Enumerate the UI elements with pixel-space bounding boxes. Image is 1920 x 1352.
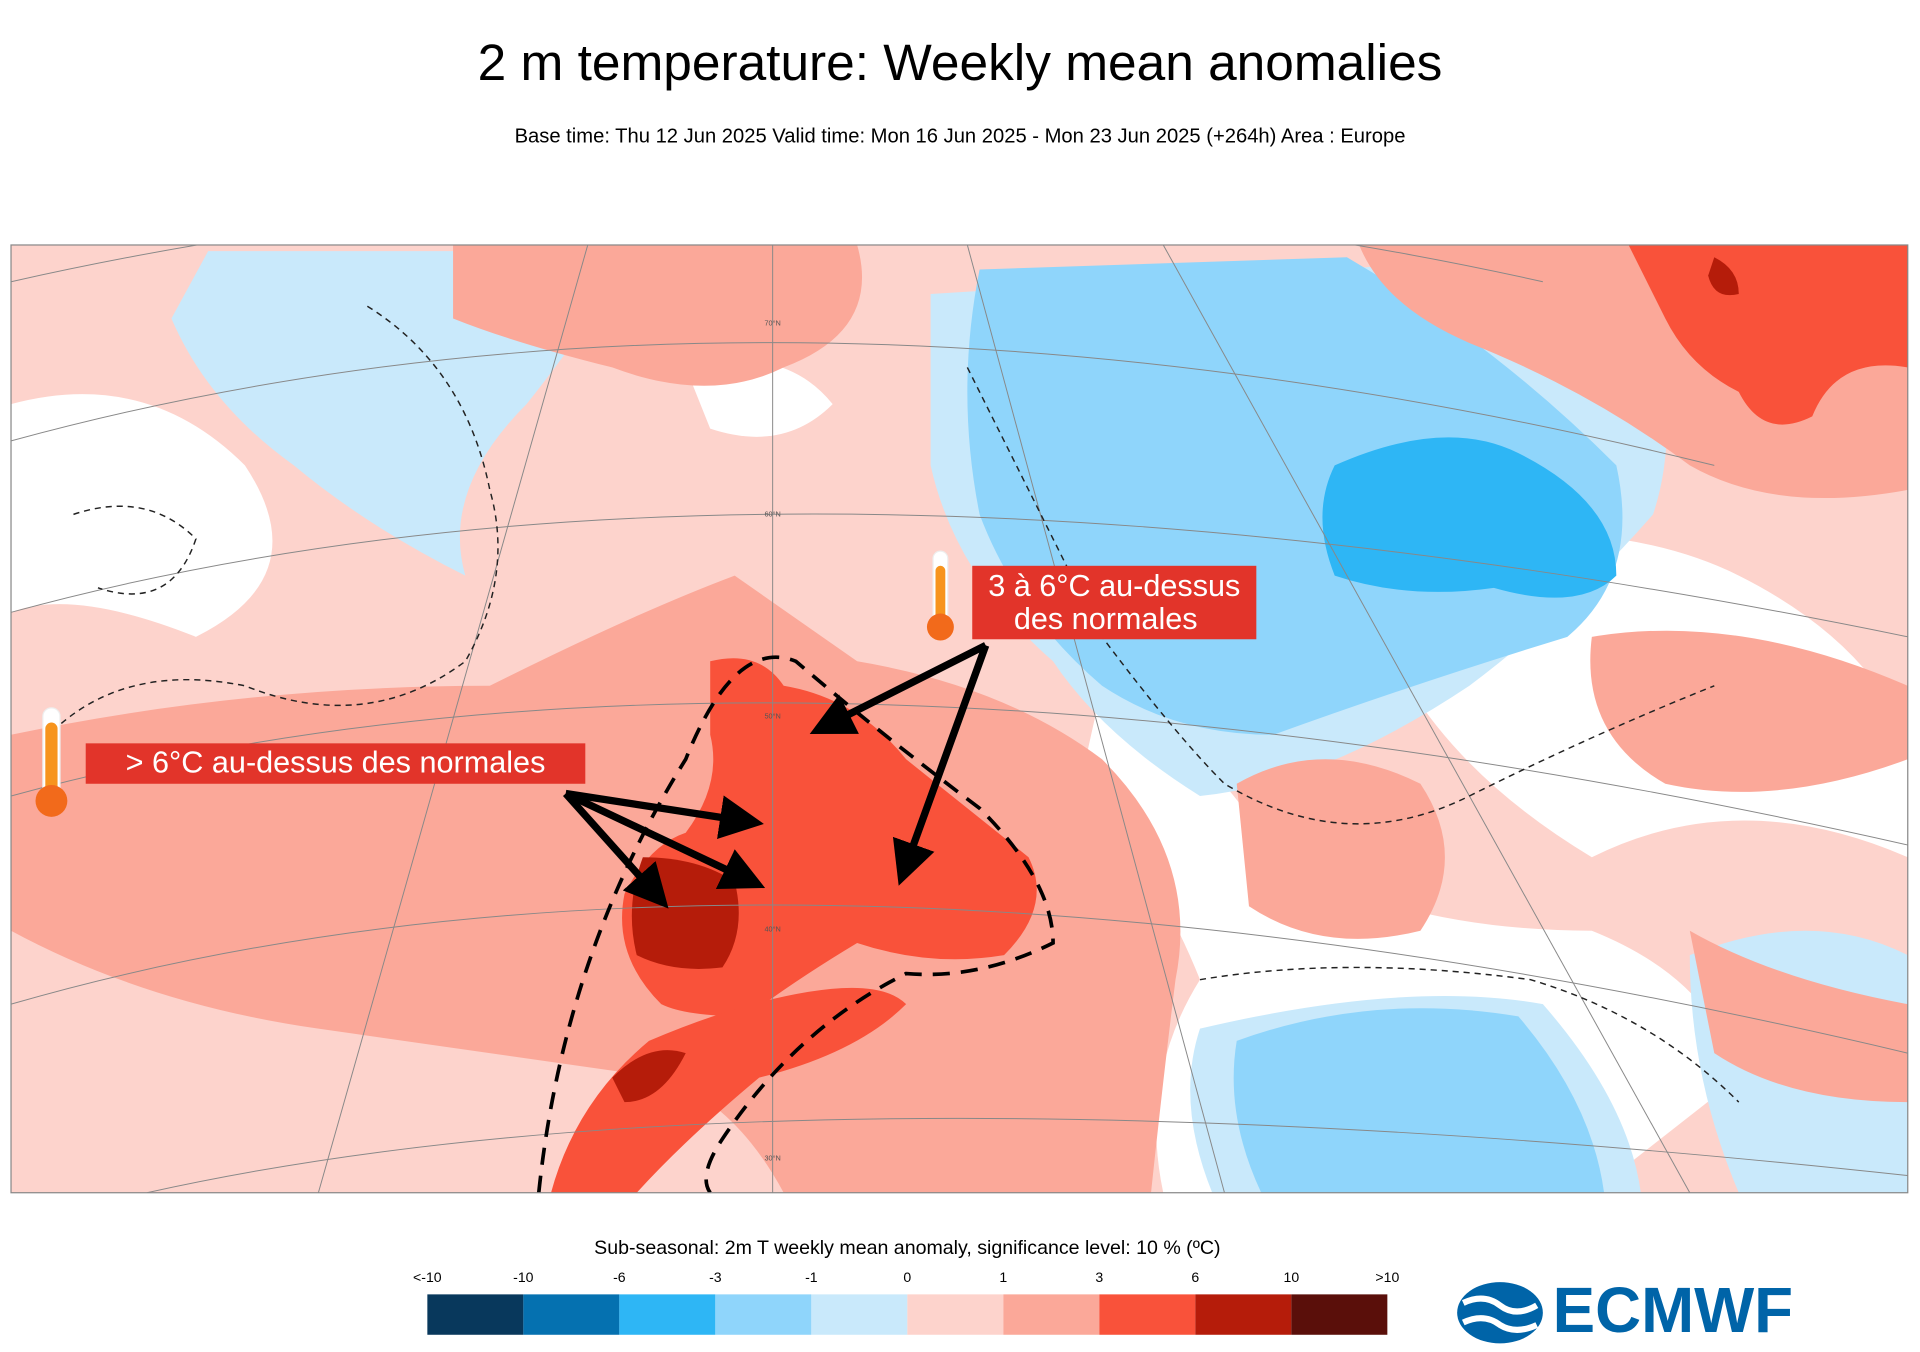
colorbar-swatch xyxy=(1099,1294,1196,1335)
lat-label: 30°N xyxy=(764,1153,780,1162)
colorbar-label: 1 xyxy=(999,1269,1007,1285)
annotation: > 6°C au-dessus des normales xyxy=(85,743,586,784)
map-frame xyxy=(10,244,1909,1194)
colorbar-label: 10 xyxy=(1284,1269,1300,1285)
colorbar-swatch xyxy=(1003,1294,1100,1335)
annotation-text: des normales xyxy=(1014,602,1198,636)
subtitle: Base time: Thu 12 Jun 2025 Valid time: M… xyxy=(515,126,1406,148)
colorbar-label: 0 xyxy=(903,1269,911,1285)
annotation-text: 3 à 6°C au-dessus xyxy=(988,569,1240,603)
colorbar-label: -10 xyxy=(513,1269,534,1285)
colorbar-swatch xyxy=(907,1294,1004,1335)
thermometer-icon xyxy=(35,707,68,817)
colorbar-label: -1 xyxy=(805,1269,818,1285)
annotation: 3 à 6°C au-dessus des normales xyxy=(972,565,1257,640)
map xyxy=(11,244,1908,1193)
colorbar-label: <-10 xyxy=(413,1269,442,1285)
annotation-text: > 6°C au-dessus des normales xyxy=(126,745,546,779)
lat-label: 40°N xyxy=(764,924,780,933)
arrows xyxy=(562,642,990,909)
colorbar-swatch xyxy=(523,1294,620,1335)
colorbar-label: 6 xyxy=(1191,1269,1199,1285)
lat-label: 60°N xyxy=(764,509,780,518)
colorbar: <-10 -10 -6 -3 -1 0 1 3 6 10 >10 xyxy=(413,1269,1399,1335)
colorbar-label: -3 xyxy=(709,1269,722,1285)
lat-label: 50°N xyxy=(764,711,780,720)
colorbar-swatch xyxy=(619,1294,716,1335)
title: 2 m temperature: Weekly mean anomalies xyxy=(478,33,1443,91)
lat-label: 70°N xyxy=(764,318,780,327)
colorbar-label: >10 xyxy=(1375,1269,1399,1285)
legend-title: Sub-seasonal: 2m T weekly mean anomaly, … xyxy=(594,1237,1220,1259)
colorbar-label: -6 xyxy=(613,1269,626,1285)
colorbar-swatch xyxy=(811,1294,908,1335)
lat-labels: 70°N 60°N 50°N 40°N 30°N xyxy=(764,318,780,1162)
colorbar-swatch xyxy=(427,1294,524,1335)
logo: ECMWF xyxy=(1457,1275,1793,1346)
thermometer-icon xyxy=(926,550,954,641)
colorbar-swatch xyxy=(715,1294,812,1335)
logo-text: ECMWF xyxy=(1553,1275,1793,1346)
colorbar-swatch xyxy=(1291,1294,1388,1335)
colorbar-label: 3 xyxy=(1095,1269,1103,1285)
colorbar-swatch xyxy=(1195,1294,1292,1335)
